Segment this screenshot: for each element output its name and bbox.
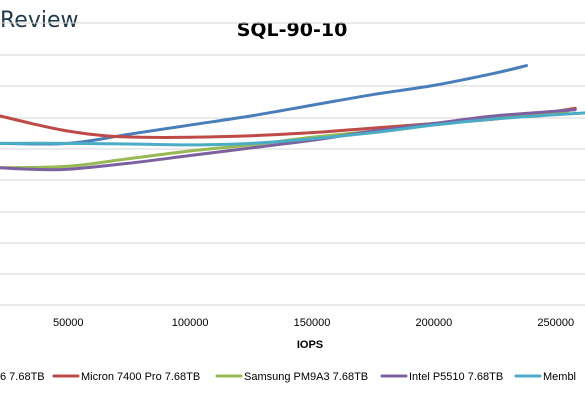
- brand-logo-text: Review: [0, 8, 79, 33]
- legend-label-2: Samsung PM9A3 7.68TB: [244, 371, 368, 383]
- x-tick-label-4: 250000: [537, 317, 574, 329]
- legend-label-4: Membl: [543, 371, 576, 383]
- legend-label-3: Intel P5510 7.68TB: [409, 371, 503, 383]
- legend-label-1: Micron 7400 Pro 7.68TB: [81, 371, 200, 383]
- series-line-3: [0, 108, 577, 172]
- series-line-1: [0, 106, 577, 139]
- series-line-0: [0, 64, 528, 146]
- gridlines: [0, 22, 585, 306]
- x-axis-title: IOPS: [297, 339, 323, 351]
- series-group: [0, 64, 585, 172]
- x-tick-label-3: 200000: [416, 317, 453, 329]
- x-axis-ticks: 50000 100000 150000 200000 250000: [53, 317, 574, 329]
- x-tick-label-0: 50000: [53, 317, 84, 329]
- chart-title: SQL-90-10: [237, 19, 348, 41]
- x-tick-label-2: 150000: [294, 317, 331, 329]
- legend-label-0: 6 7.68TB: [0, 371, 45, 383]
- legend: 6 7.68TB Micron 7400 Pro 7.68TB Samsung PM…: [0, 371, 576, 383]
- x-tick-label-1: 100000: [172, 317, 209, 329]
- series-line-4: [0, 111, 585, 147]
